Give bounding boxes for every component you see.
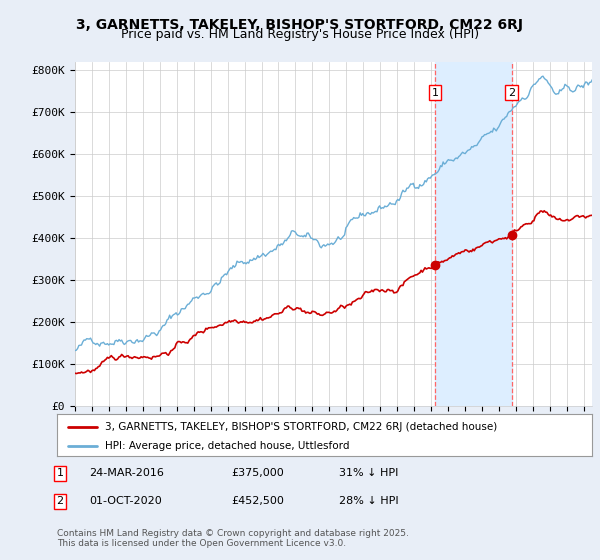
Text: 1: 1 — [56, 468, 64, 478]
Text: 24-MAR-2016: 24-MAR-2016 — [89, 468, 164, 478]
Text: 01-OCT-2020: 01-OCT-2020 — [89, 496, 161, 506]
Text: 2: 2 — [56, 496, 64, 506]
Text: 31% ↓ HPI: 31% ↓ HPI — [339, 468, 398, 478]
Text: 28% ↓ HPI: 28% ↓ HPI — [339, 496, 398, 506]
Text: 2: 2 — [508, 87, 515, 97]
Text: £452,500: £452,500 — [231, 496, 284, 506]
Text: Price paid vs. HM Land Registry's House Price Index (HPI): Price paid vs. HM Land Registry's House … — [121, 28, 479, 41]
Text: £375,000: £375,000 — [231, 468, 284, 478]
Text: 1: 1 — [431, 87, 439, 97]
Bar — [435, 62, 512, 406]
Text: 3, GARNETTS, TAKELEY, BISHOP'S STORTFORD, CM22 6RJ: 3, GARNETTS, TAKELEY, BISHOP'S STORTFORD… — [77, 18, 523, 32]
Text: Contains HM Land Registry data © Crown copyright and database right 2025.
This d: Contains HM Land Registry data © Crown c… — [57, 529, 409, 548]
Text: HPI: Average price, detached house, Uttlesford: HPI: Average price, detached house, Uttl… — [105, 441, 350, 451]
Text: 3, GARNETTS, TAKELEY, BISHOP'S STORTFORD, CM22 6RJ (detached house): 3, GARNETTS, TAKELEY, BISHOP'S STORTFORD… — [105, 422, 497, 432]
